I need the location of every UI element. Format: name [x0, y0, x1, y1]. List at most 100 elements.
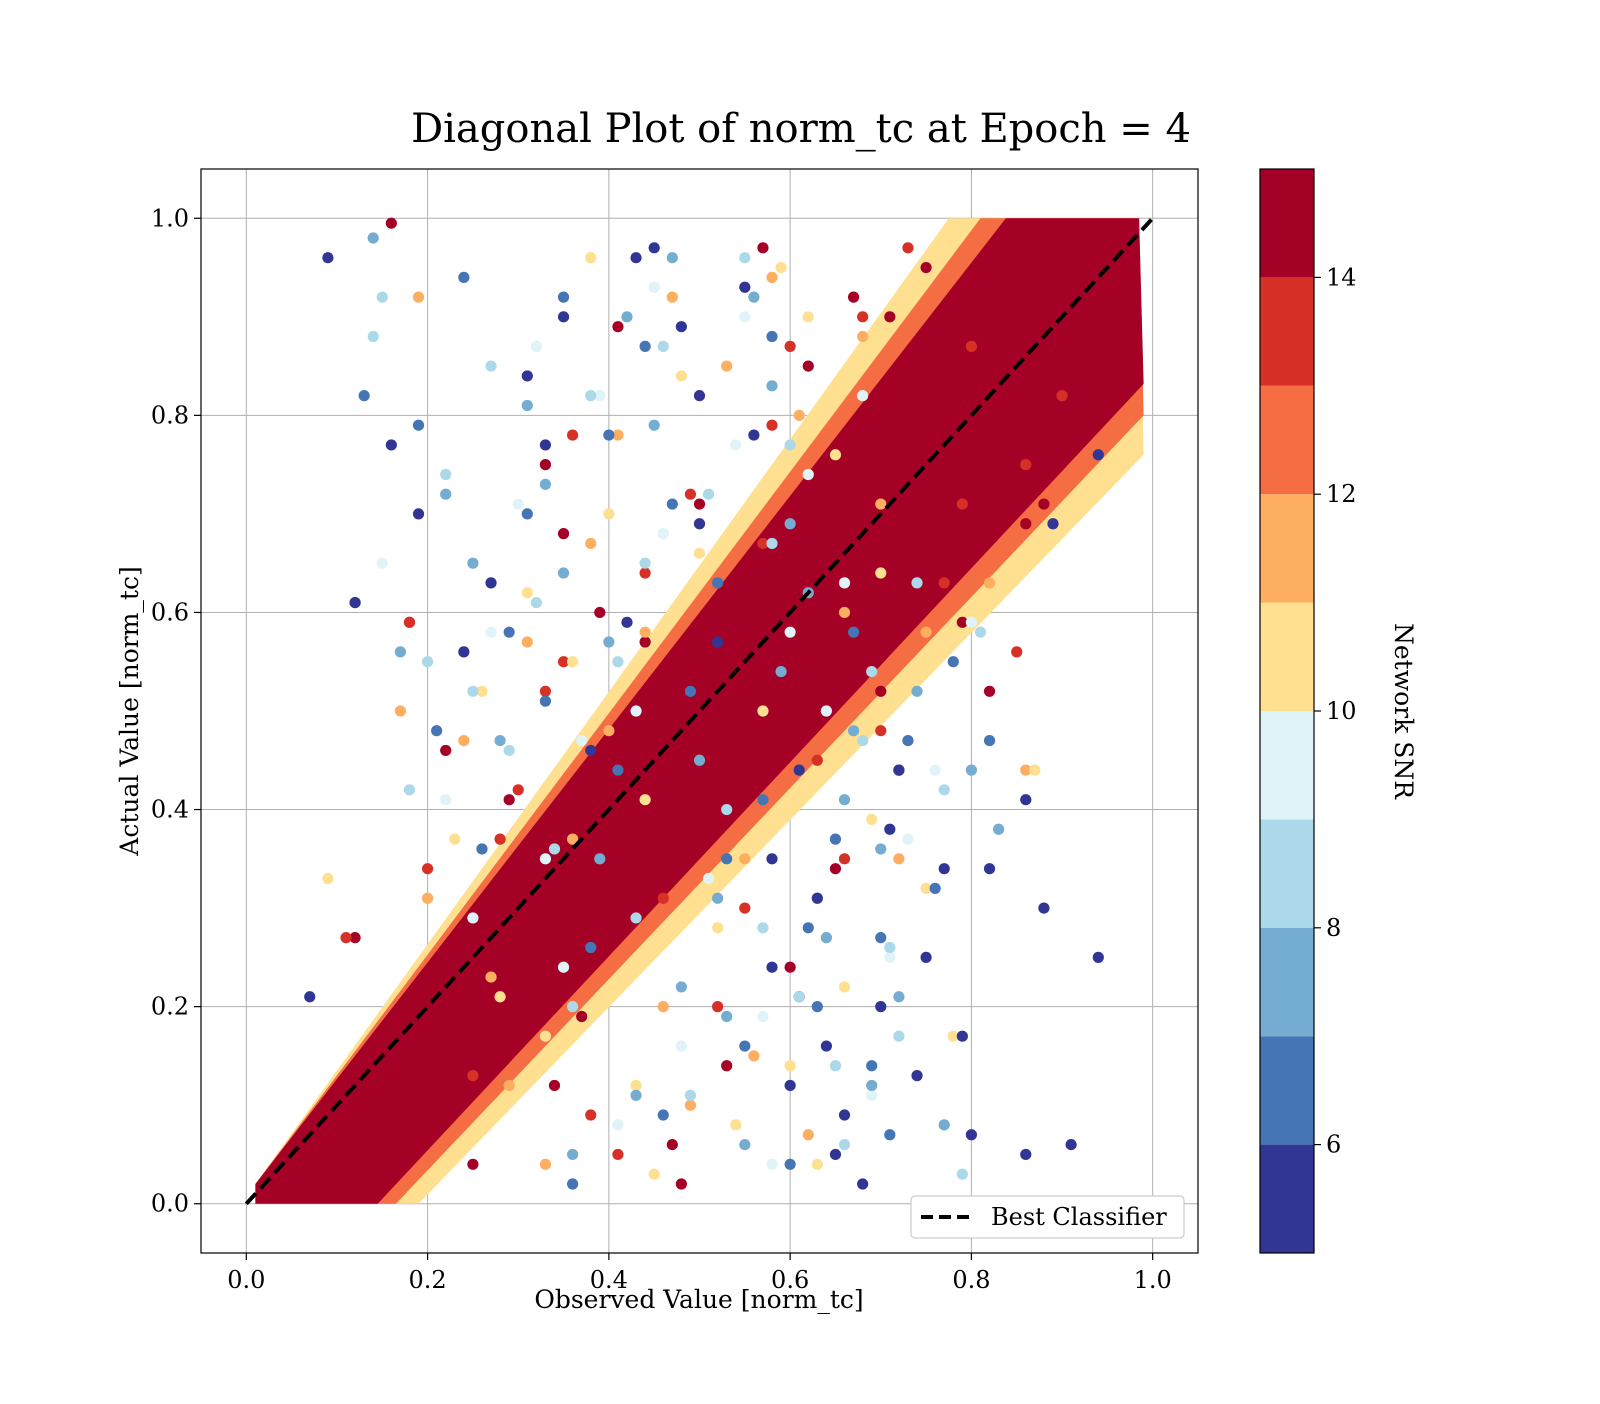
colorbar: 6 8 10 12 14 Network SNR — [1259, 168, 1418, 1254]
scatter-point — [829, 1060, 842, 1072]
scatter-point — [884, 951, 896, 963]
scatter-point — [648, 1168, 660, 1180]
colorbar-tick-label: 10 — [1326, 697, 1357, 725]
scatter-point — [657, 1001, 669, 1013]
scatter-point — [820, 705, 832, 717]
scatter-point — [784, 439, 796, 451]
scatter-point — [893, 853, 905, 865]
scatter-point — [956, 1168, 968, 1180]
scatter-point — [857, 734, 869, 747]
scatter-point — [838, 577, 851, 589]
scatter-point — [693, 518, 706, 530]
scatter-point — [639, 557, 651, 569]
scatter-point — [684, 1099, 697, 1111]
scatter-point — [503, 626, 515, 638]
x-tick-label: 0.4 — [590, 1266, 628, 1294]
scatter-point — [956, 616, 968, 628]
scatter-point — [621, 616, 633, 628]
colorbar-segment — [1260, 927, 1314, 1037]
scatter-point — [866, 1079, 878, 1092]
colorbar-segments — [1260, 169, 1314, 1253]
scatter-point — [639, 567, 651, 579]
scatter-point — [829, 1148, 842, 1161]
scatter-point — [739, 281, 751, 293]
scatter-point — [847, 725, 860, 737]
scatter-point — [775, 665, 787, 678]
scatter-point — [802, 1129, 814, 1141]
scatter-point — [1047, 518, 1059, 530]
scatter-point — [567, 1001, 579, 1013]
scatter-point — [666, 252, 678, 264]
scatter-point — [965, 1129, 978, 1141]
scatter-point — [449, 833, 461, 845]
scatter-point — [503, 1079, 515, 1092]
scatter-point — [875, 685, 887, 697]
scatter-point — [784, 1079, 796, 1092]
scatter-point — [612, 1148, 624, 1161]
scatter-point — [712, 636, 724, 648]
scatter-point — [802, 468, 814, 481]
scatter-point — [1065, 1139, 1077, 1151]
scatter-point — [911, 577, 923, 589]
scatter-point — [585, 537, 597, 550]
scatter-point — [612, 764, 624, 776]
scatter-point — [721, 1060, 733, 1072]
scatter-point — [358, 390, 370, 402]
x-tick-label: 0.6 — [771, 1266, 809, 1294]
scatter-point — [521, 922, 533, 934]
scatter-point — [530, 340, 542, 352]
scatter-point — [639, 626, 651, 638]
x-axis-ticks: 0.0 0.2 0.4 0.6 0.8 1.0 — [227, 1253, 1172, 1294]
scatter-point — [585, 1109, 597, 1121]
scatter-point — [440, 794, 452, 806]
scatter-point — [838, 1109, 851, 1121]
scatter-point — [838, 1139, 851, 1151]
scatter-point — [639, 636, 651, 648]
scatter-point — [585, 390, 597, 402]
scatter-point — [1092, 951, 1104, 963]
scatter-point — [603, 429, 615, 441]
colorbar-segment — [1260, 819, 1314, 928]
scatter-point — [684, 1089, 697, 1101]
scatter-point — [594, 606, 606, 619]
scatter-point — [847, 626, 860, 638]
scatter-point — [875, 932, 887, 944]
scatter-point — [349, 932, 361, 944]
scatter-point — [947, 1030, 959, 1042]
scatter-point — [730, 1119, 742, 1131]
scatter-point — [1020, 764, 1032, 776]
scatter-point — [576, 734, 588, 747]
scatter-point — [675, 1178, 687, 1190]
scatter-point — [784, 626, 796, 638]
scatter-point — [766, 271, 778, 283]
scatter-point — [494, 833, 506, 845]
scatter-point — [376, 291, 388, 303]
scatter-point — [902, 833, 914, 845]
y-tick-label: 0.0 — [151, 1190, 189, 1218]
colorbar-segment — [1260, 602, 1314, 711]
scatter-point — [757, 242, 769, 254]
scatter-point — [775, 261, 787, 274]
scatter-point — [440, 468, 452, 481]
scatter-point — [965, 340, 978, 352]
scatter-point — [811, 754, 823, 766]
scatter-point — [476, 843, 488, 855]
reference-line-best-classifier — [244, 216, 1155, 1206]
scatter-point — [929, 764, 941, 776]
y-tick-label: 1.0 — [151, 204, 189, 232]
scatter-point — [440, 744, 452, 757]
scatter-point — [485, 971, 497, 983]
scatter-point — [322, 252, 334, 264]
scatter-point — [793, 991, 805, 1003]
scatter-point — [585, 744, 597, 757]
scatter-point — [784, 1060, 796, 1072]
scatter-point — [866, 665, 878, 678]
scatter-point — [693, 547, 706, 559]
scatter-point — [403, 784, 416, 796]
scatter-point — [702, 488, 715, 500]
x-tick-label: 0.2 — [409, 1266, 447, 1294]
scatter-point — [802, 311, 814, 323]
scatter-point — [521, 508, 533, 520]
scatter-point — [974, 606, 987, 619]
scatter-point — [648, 419, 660, 431]
